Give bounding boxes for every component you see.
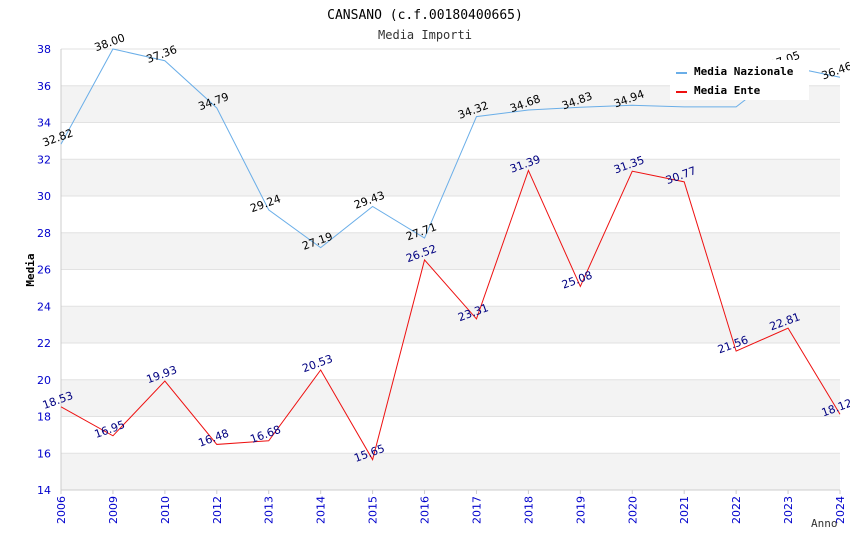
- series-line: [60, 48, 841, 249]
- legend-label-nazionale: Media Nazionale: [694, 65, 794, 78]
- y-tick-label: 22: [37, 337, 51, 350]
- x-tick-label: 2022: [730, 496, 743, 524]
- y-tick-label: 14: [37, 484, 51, 497]
- x-tick-label: 2018: [522, 496, 535, 524]
- chart-title: CANSANO (c.f.00180400665): [327, 8, 523, 23]
- grid-band: [61, 379, 840, 417]
- y-axis: 14 16 18 20 22 24 26 28 30 32 34 36 38: [37, 43, 62, 497]
- x-tick-label: 2019: [574, 496, 587, 524]
- y-tick-label: 32: [37, 153, 51, 166]
- legend: Media Nazionale Media Ente: [670, 60, 809, 100]
- y-tick-label: 26: [37, 264, 51, 277]
- x-tick-label: 2013: [263, 496, 276, 524]
- grid-band: [61, 122, 840, 160]
- y-tick-label: 18: [37, 411, 51, 424]
- y-tick-label: 28: [37, 227, 51, 240]
- grid-band: [61, 416, 840, 454]
- y-tick-label: 34: [37, 117, 51, 130]
- x-tick-label: 2024: [834, 496, 847, 524]
- x-tick-label: 2017: [470, 496, 483, 524]
- y-tick-label: 24: [37, 300, 51, 313]
- x-tick-label: 2010: [159, 496, 172, 524]
- legend-label-ente: Media Ente: [694, 84, 761, 97]
- y-tick-label: 38: [37, 43, 51, 56]
- x-tick-label: 2014: [315, 496, 328, 524]
- y-tick-label: 30: [37, 190, 51, 203]
- grid-band: [61, 343, 840, 380]
- x-tick-label: 2021: [678, 496, 691, 524]
- grid-band: [61, 453, 840, 490]
- x-tick-label: 2016: [419, 496, 432, 524]
- x-tick-label: 2006: [55, 496, 68, 524]
- grid-bands: [61, 48, 840, 491]
- chart-subtitle: Media Importi: [378, 28, 472, 42]
- x-tick-label: 2015: [367, 496, 380, 524]
- x-tick-label: 2012: [211, 496, 224, 524]
- x-tick-label: 2023: [782, 496, 795, 524]
- y-tick-label: 20: [37, 374, 51, 387]
- y-tick-label: 36: [37, 80, 51, 93]
- x-axis: 2006 2009 2010 2012 2013 2014 2015 2016 2017 2018…: [55, 489, 847, 524]
- grid-band: [61, 306, 840, 343]
- grid-band: [61, 196, 840, 233]
- y-tick-label: 16: [37, 447, 51, 460]
- x-tick-label: 2020: [626, 496, 639, 524]
- grid-band: [61, 269, 840, 307]
- x-tick-label: 2009: [107, 496, 120, 524]
- y-axis-label: Media: [24, 253, 37, 286]
- series-lines: [60, 48, 841, 461]
- legend-box: [670, 60, 809, 100]
- x-axis-label: Anno: [811, 517, 838, 530]
- grid-band: [61, 232, 840, 270]
- series-line: [60, 169, 841, 461]
